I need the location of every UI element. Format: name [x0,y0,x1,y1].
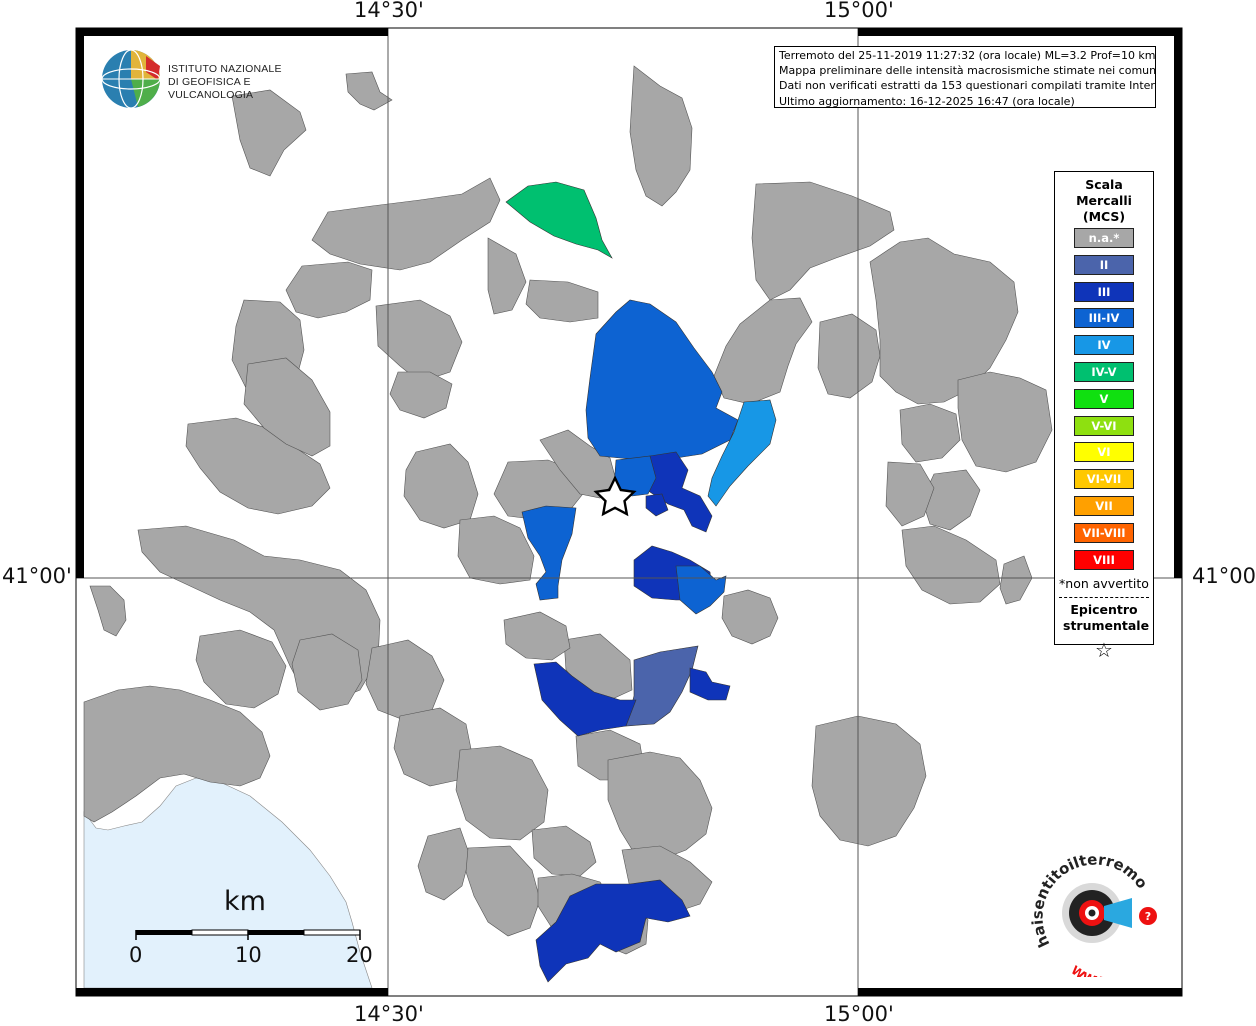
legend-divider [1059,597,1149,599]
hsit-logo-icon: ? [1062,883,1157,943]
info-line-2: Mappa preliminare delle intensità macros… [779,64,1156,78]
mcs-legend: Scala Mercalli (MCS) n.a.* II III III-IV IV I… [1054,171,1154,662]
bottom-tick-1: 14°30' [354,1002,424,1026]
comuni-not-felt [83,65,1053,955]
legend-item: III-IV [1074,308,1134,329]
scale-bar [135,929,361,940]
comune-iii-east [639,451,713,533]
comune-iv-v [505,181,613,259]
scale-label-20: 20 [346,943,373,967]
bottom-tick-2: 15°00' [824,1002,894,1026]
hsit-name-text: haisentitoilterremoto.it [1030,852,1151,950]
comune-iii-south-b [689,667,731,701]
legend-item: VI-VII [1074,469,1134,490]
info-line-4: Ultimo aggiornamento: 16-12-2025 16:47 (… [779,94,1075,108]
legend-items: n.a.* II III III-IV IV IV-V V V-VI VI VI-VII VII VI… [1055,228,1153,570]
comune-iii-tiny [645,493,669,517]
legend-item: n.a.* [1074,228,1134,248]
left-tick: 41°00' [2,564,72,588]
scale-label-0: 0 [129,943,143,967]
svg-text:?: ? [1145,910,1151,923]
legend-item: II [1074,254,1134,275]
comune-iii-bottom [535,879,691,983]
svg-text:WWW.: WWW. [1069,963,1111,977]
legend-item: VIII [1074,549,1134,570]
svg-text:haisentitoilterremoto.it: haisentitoilterremoto.it [1030,852,1151,950]
ingv-line-1: ISTITUTO NAZIONALE [168,63,282,75]
sea-area [83,777,373,989]
scale-unit: km [224,886,266,917]
comune-iii-iv-west [521,505,577,601]
hsit-logo-text: haisentitoilterremoto.it WWW. [1030,852,1151,977]
ingv-logo: ISTITUTO NAZIONALE DI GEOFISICA E VULCAN… [100,48,320,110]
top-tick-2: 15°00' [824,0,894,22]
legend-item: IV [1074,335,1134,356]
info-line-3: Dati non verificati estratti da 153 ques… [779,79,1156,93]
ingv-line-2: DI GEOFISICA E VULCANOLOGIA [168,76,254,101]
info-box: Terremoto del 25-11-2019 11:27:32 (ora l… [774,46,1156,108]
comune-iii-south-a [533,661,637,737]
comune-iii-iv-large [585,299,739,461]
ingv-globe-icon [101,49,161,109]
epicenter-star-icon [593,475,637,517]
legend-item: VI [1074,442,1134,463]
info-line-1: Terremoto del 25-11-2019 11:27:32 (ora l… [779,49,1156,62]
legend-item: III [1074,281,1134,302]
frame-ticks [76,28,1182,996]
comune-iv-strip [707,399,777,507]
right-tick: 41°00' [1192,564,1256,588]
legend-item: V [1074,388,1134,409]
legend-item: V-VI [1074,415,1134,436]
legend-item: VII-VIII [1074,522,1134,543]
hsit-www-text: WWW. [1069,963,1111,977]
legend-epicenter-label: Epicentro strumentale [1063,602,1150,634]
top-tick-1: 14°30' [354,0,424,22]
legend-note: *non avvertito [1059,576,1149,592]
scale-label-10: 10 [235,943,262,967]
legend-title: Scala Mercalli (MCS) [1076,177,1132,224]
legend-star-icon: ☆ [1095,638,1113,663]
legend-item: VII [1074,495,1134,516]
legend-item: IV-V [1074,361,1134,382]
